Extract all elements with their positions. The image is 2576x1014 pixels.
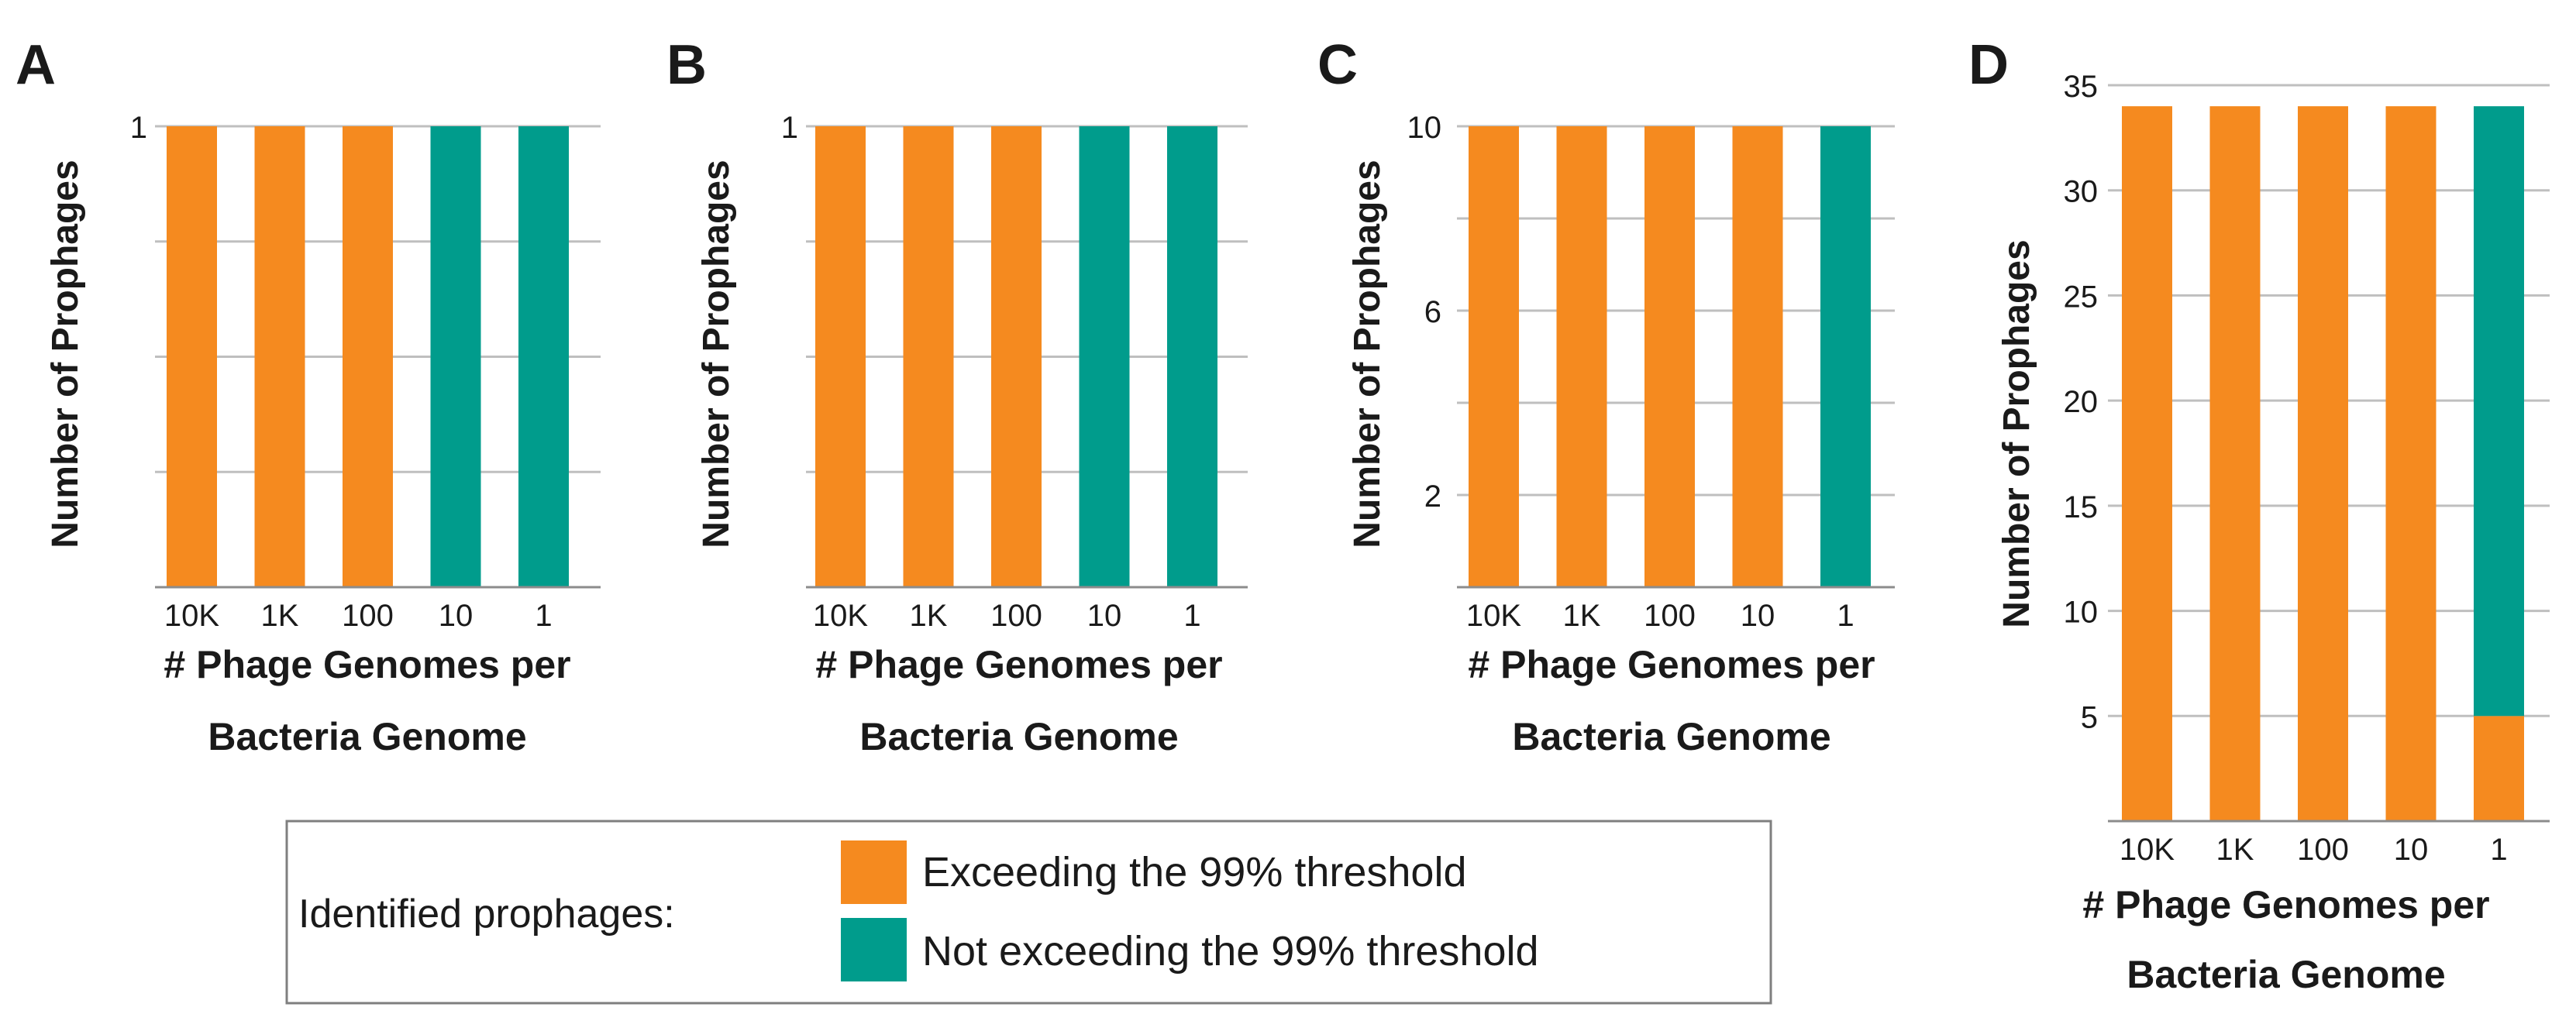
panel-c-x-tick-label: 100: [1644, 599, 1696, 633]
panel-b-letter: B: [666, 34, 707, 96]
legend-label-exceeding: Exceeding the 99% threshold: [922, 849, 1466, 895]
panel-c: C 2 6 10 10K 1K 100 10 1 Number of Prophages #…: [1317, 34, 1895, 758]
panel-a-y-ticks: 1: [130, 111, 147, 145]
panel-c-x-ticks: 10K 1K 100 10 1: [1466, 599, 1855, 633]
panel-a-y-axis-label: Number of Prophages: [45, 160, 86, 548]
panel-d-x-tick-label: 10: [2394, 833, 2429, 867]
legend: Identified prophages: Exceeding the 99% …: [285, 820, 1772, 1005]
panel-d: D 5 10 15 20 25 30 35 10K 1K 100 10 1 Number of Pr…: [1968, 34, 2550, 996]
legend-title: Identified prophages:: [298, 892, 675, 937]
panel-a-bar-exceeding: [167, 126, 217, 587]
panel-d-x-axis-label-line1: # Phage Genomes per: [2082, 883, 2489, 926]
panel-b-bar-exceeding: [991, 126, 1042, 587]
panel-d-x-axis-label-line2: Bacteria Genome: [2127, 953, 2445, 996]
panel-a-x-tick-label: 1K: [261, 599, 299, 633]
panel-c-bar-exceeding: [1732, 126, 1783, 587]
panel-c-x-tick-label: 10: [1741, 599, 1775, 633]
panel-b-x-tick-label: 10: [1087, 599, 1122, 633]
panel-d-bar-exceeding: [2298, 106, 2348, 822]
panel-c-x-tick-label: 1: [1837, 599, 1854, 633]
panel-a-bar-not-exceeding: [518, 126, 569, 587]
panel-d-bar-exceeding: [2122, 106, 2172, 822]
panel-c-y-tick-label: 10: [1407, 111, 1442, 145]
legend-swatch-not-exceeding: [841, 918, 907, 981]
panel-a-x-axis-label-line1: # Phage Genomes per: [164, 643, 570, 686]
panel-a-x-tick-label: 100: [342, 599, 394, 633]
legend-swatch-exceeding: [841, 840, 907, 904]
panel-d-x-ticks: 10K 1K 100 10 1: [2120, 833, 2508, 867]
panel-b-x-axis-label-line2: Bacteria Genome: [859, 715, 1178, 758]
panel-b-bar-exceeding: [903, 126, 954, 587]
panel-d-x-tick-label: 100: [2297, 833, 2349, 867]
panel-b: B 1 10K 1K 100 10 1 Number of Prophages # Ph…: [666, 34, 1248, 758]
legend-box: [285, 820, 1772, 1005]
panel-c-bar-not-exceeding: [1820, 126, 1871, 587]
panel-d-x-tick-label: 10K: [2120, 833, 2175, 867]
panel-a-y-tick-label: 1: [130, 111, 147, 145]
panel-a-x-tick-label: 10: [439, 599, 474, 633]
panel-c-bars: [1469, 126, 1871, 587]
panel-d-y-tick-label: 25: [2064, 280, 2099, 314]
panel-d-bar-exceeding: [2209, 106, 2261, 822]
legend-label-not-exceeding: Not exceeding the 99% threshold: [922, 928, 1539, 974]
panel-b-x-ticks: 10K 1K 100 10 1: [813, 599, 1201, 633]
panel-a-letter: A: [15, 34, 56, 96]
panel-d-y-tick-label: 30: [2064, 175, 2099, 209]
panel-c-bar-exceeding: [1469, 126, 1519, 587]
panel-b-x-tick-label: 100: [990, 599, 1042, 633]
panel-d-y-axis-label: Number of Prophages: [1996, 239, 2037, 627]
panel-c-x-tick-label: 1K: [1563, 599, 1601, 633]
panel-d-x-tick-label: 1K: [2216, 833, 2254, 867]
panel-c-x-axis-label-line2: Bacteria Genome: [1512, 715, 1830, 758]
panel-d-y-tick-label: 35: [2064, 70, 2099, 104]
panel-c-y-tick-label: 2: [1424, 480, 1441, 514]
panel-a-bar-exceeding: [254, 126, 305, 587]
panel-d-y-tick-label: 10: [2064, 596, 2099, 630]
panel-a-x-tick-label: 10K: [164, 599, 219, 633]
panel-c-x-axis-label-line1: # Phage Genomes per: [1468, 643, 1875, 686]
panel-d-y-tick-label: 5: [2081, 700, 2098, 734]
panel-d-bars: [2122, 106, 2524, 822]
panel-a: A 1 10K 1K 100 10 1 Number of Prophages # Ph…: [15, 34, 601, 758]
panel-d-bar-exceeding: [2474, 716, 2524, 821]
panel-b-bar-not-exceeding: [1079, 126, 1130, 587]
panel-b-x-tick-label: 1K: [910, 599, 948, 633]
panel-d-letter: D: [1968, 34, 2009, 96]
panel-c-x-tick-label: 10K: [1466, 599, 1521, 633]
panel-c-y-axis-label: Number of Prophages: [1347, 160, 1388, 548]
panel-c-y-ticks: 2 6 10: [1407, 111, 1442, 514]
panel-b-x-axis-label-line1: # Phage Genomes per: [815, 643, 1222, 686]
panel-b-y-axis-label: Number of Prophages: [696, 160, 737, 548]
panel-b-bar-not-exceeding: [1167, 126, 1217, 587]
panel-d-bar-not-exceeding: [2474, 106, 2524, 717]
panel-d-y-ticks: 5 10 15 20 25 30 35: [2064, 70, 2099, 734]
panel-b-y-ticks: 1: [781, 111, 798, 145]
panel-a-bars: [167, 126, 569, 587]
panel-c-y-tick-label: 6: [1424, 295, 1441, 329]
panel-b-x-tick-label: 1: [1183, 599, 1200, 633]
panel-c-bar-exceeding: [1644, 126, 1695, 587]
panel-c-letter: C: [1317, 34, 1358, 96]
panel-d-bar-exceeding: [2385, 106, 2437, 822]
panel-b-y-tick-label: 1: [781, 111, 798, 145]
panel-d-y-tick-label: 20: [2064, 385, 2099, 419]
panel-b-bar-exceeding: [815, 126, 866, 587]
panel-a-x-tick-label: 1: [535, 599, 552, 633]
panel-c-bar-exceeding: [1556, 126, 1607, 587]
panel-d-y-tick-label: 15: [2064, 490, 2099, 524]
panel-a-x-ticks: 10K 1K 100 10 1: [164, 599, 553, 633]
panel-a-bar-exceeding: [343, 126, 393, 587]
panel-a-bar-not-exceeding: [430, 126, 481, 587]
panel-b-bars: [815, 126, 1217, 587]
panel-a-x-axis-label-line2: Bacteria Genome: [208, 715, 526, 758]
panel-d-x-tick-label: 1: [2490, 833, 2507, 867]
panel-b-x-tick-label: 10K: [813, 599, 868, 633]
